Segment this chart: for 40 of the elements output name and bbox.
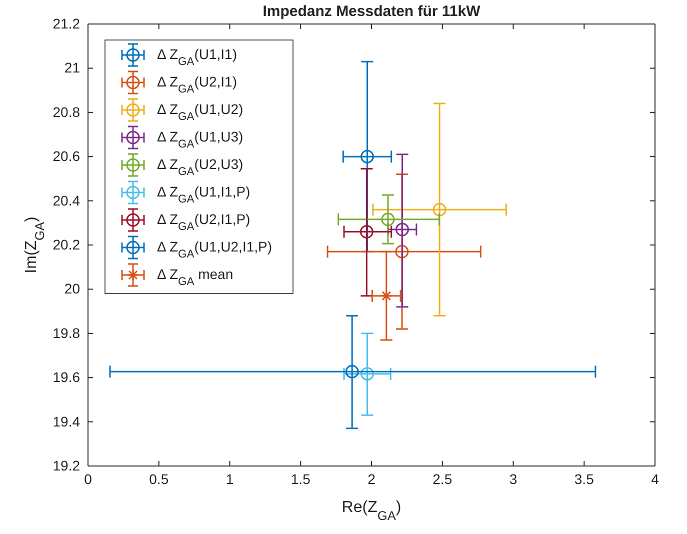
legend-label: Δ Z$_{GA}$(U2,I1,P): [157, 211, 250, 233]
point: [395, 244, 409, 258]
y-tick-label: 20.8: [52, 104, 80, 120]
x-tick-label: 2.5: [432, 470, 452, 487]
x-tick-label: 1: [226, 470, 234, 487]
legend-label: Δ Z$_{GA}$(U1,I1): [157, 46, 237, 68]
legend-label: Δ Z$_{GA}$(U1,U2,I1,P): [157, 238, 272, 260]
y-tick-label: 19.2: [52, 457, 80, 474]
y-tick-label: 19.8: [52, 324, 80, 341]
x-tick-label: 4: [651, 470, 660, 487]
y-tick-label: 19.6: [52, 369, 80, 386]
point: [432, 202, 446, 216]
y-tick-label: 21.2: [52, 15, 80, 32]
chart-title: Impedanz Messdaten für 11kW: [262, 3, 482, 20]
legend-label: Δ Z$_{GA}$(U1,I1,P): [157, 184, 250, 206]
point: [360, 150, 374, 164]
point: [360, 367, 374, 381]
x-tick-label: 0.5: [149, 470, 169, 487]
point: [360, 224, 374, 238]
point: [345, 364, 359, 378]
point: [381, 212, 395, 226]
x-tick-label: 1.5: [290, 470, 311, 487]
legend-label: Δ Z$_{GA}$ mean: [157, 266, 234, 288]
y-tick-label: 19.4: [52, 413, 80, 430]
y-tick-label: 20.6: [52, 148, 80, 164]
point: [380, 290, 392, 302]
point: [396, 222, 410, 236]
legend-label: Δ Z$_{GA}$(U1,U3): [157, 128, 244, 150]
y-tick-label: 20.4: [52, 192, 80, 208]
x-tick-label: 3.5: [574, 470, 594, 487]
y-tick-label: 21: [64, 60, 80, 76]
legend-label: Δ Z$_{GA}$(U2,I1): [157, 74, 237, 96]
legend-label: Δ Z$_{GA}$(U1,U2): [157, 101, 244, 123]
x-tick-label: 0: [84, 470, 92, 487]
x-tick-label: 2: [368, 470, 376, 487]
y-tick-label: 20: [64, 280, 80, 297]
x-axis-title: Re(Z$_{GA}$): [342, 499, 402, 522]
y-tick-label: 20.2: [52, 236, 80, 252]
legend-label: Δ Z$_{GA}$(U2,U3): [157, 156, 244, 178]
x-tick-label: 3: [509, 470, 518, 487]
